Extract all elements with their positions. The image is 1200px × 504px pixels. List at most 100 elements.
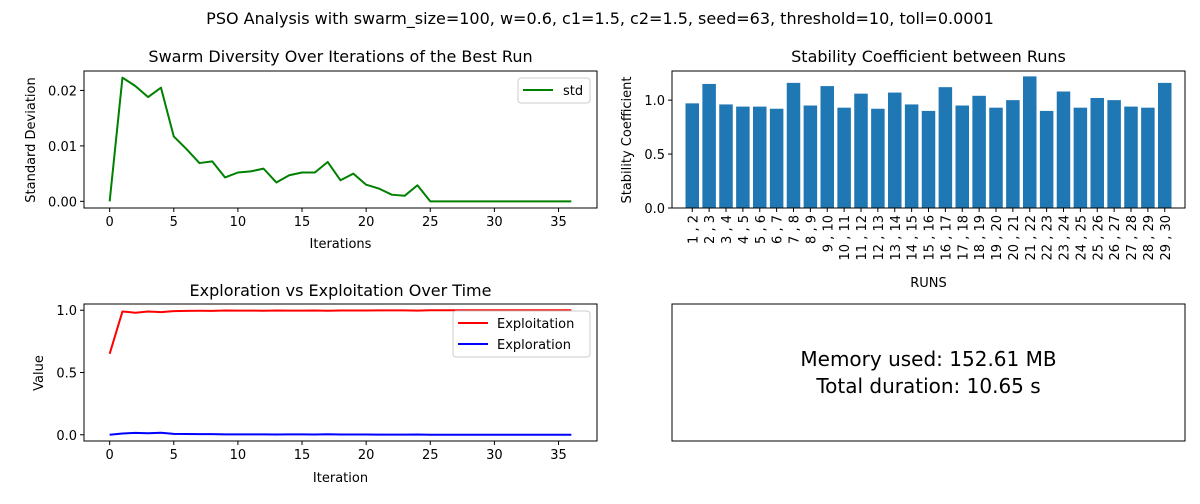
stability-xtick-label: 27 , 28	[1125, 215, 1140, 260]
diversity-xtick-label: 10	[230, 215, 247, 230]
stability-xtick-label: 7 , 8	[788, 215, 803, 244]
exploration-chart-xlabel: Iteration	[313, 471, 368, 486]
stability-bar	[904, 104, 919, 208]
stability-bar	[1124, 106, 1138, 208]
exploration-chart-legend: Exploitation Exploration	[452, 310, 591, 358]
exploration-chart-ticks: 0 5 10 15 20 25 30 35 0.0 0.5 1.0	[56, 304, 566, 463]
exploration-xtick-label: 5	[170, 448, 178, 463]
stability-xtick-label: 15 , 16	[923, 215, 938, 260]
stability-xtick-label: 5 , 6	[754, 215, 769, 244]
exploration-xtick-label: 25	[422, 448, 439, 463]
stability-bar	[972, 95, 986, 208]
stability-bar	[938, 87, 953, 208]
exploration-chart-series	[108, 309, 572, 436]
exploration-series-exploitation	[108, 309, 572, 355]
exploration-xtick-label: 30	[486, 448, 503, 463]
stability-bar	[702, 83, 716, 208]
stability-bar	[1006, 100, 1020, 208]
stability-chart-title: Stability Coefficient between Runs	[791, 47, 1066, 66]
diversity-xtick-label: 0	[106, 215, 114, 230]
stability-xtick-label: 10 , 11	[838, 215, 853, 260]
stability-xtick-label: 22 , 23	[1041, 215, 1056, 260]
stability-bar	[719, 104, 733, 208]
stability-xtick-label: 6 , 7	[771, 215, 786, 244]
stability-bar	[769, 108, 784, 208]
stability-xtick-label: 28 , 29	[1142, 215, 1157, 260]
stability-ytick-label: 0.5	[644, 148, 665, 163]
stability-bar	[871, 108, 885, 208]
memory-used-text: Memory used: 152.61 MB	[800, 347, 1056, 371]
diversity-chart-series	[108, 76, 572, 203]
stability-xtick-label: 9 , 10	[821, 215, 836, 252]
diversity-xtick-label: 5	[170, 215, 178, 230]
stability-xtick-label: 19 , 20	[990, 215, 1005, 260]
stability-xtick-label: 8 , 9	[804, 215, 819, 244]
stability-bar	[1141, 107, 1155, 208]
stability-bar	[820, 86, 834, 208]
stability-bar	[803, 105, 818, 208]
exploration-ytick-label: 0.5	[56, 367, 77, 382]
exploration-chart-ylabel: Value	[32, 355, 47, 391]
stability-bar	[1039, 110, 1054, 208]
total-duration-text: Total duration: 10.65 s	[815, 374, 1040, 398]
stability-xtick-label: 12 , 13	[872, 215, 887, 260]
diversity-xtick-label: 25	[422, 215, 439, 230]
stability-bar	[786, 82, 801, 208]
exploration-chart-title: Exploration vs Exploitation Over Time	[190, 281, 492, 300]
stability-chart-xlabel: RUNS	[910, 276, 947, 291]
diversity-xtick-label: 20	[358, 215, 375, 230]
stability-xtick-label: 25 , 26	[1091, 215, 1106, 260]
exploration-xtick-label: 15	[294, 448, 311, 463]
stability-bar	[1107, 100, 1121, 208]
stability-bar	[955, 105, 969, 208]
stability-xtick-label: 16 , 17	[939, 215, 954, 260]
exploration-chart-frame	[83, 303, 598, 442]
diversity-chart-xlabel: Iterations	[310, 237, 372, 252]
stability-bar	[736, 106, 750, 208]
exploration-ytick-label: 0.0	[56, 429, 77, 444]
diversity-xtick-label: 35	[550, 215, 567, 230]
stability-xtick-label: 2 , 3	[703, 215, 718, 244]
diversity-chart-ticks: 0 5 10 15 20 25 30 35 0.00 0.01 0.02	[48, 84, 567, 230]
diversity-chart: Swarm Diversity Over Iterations of the B…	[24, 47, 598, 252]
stability-xtick-label: 24 , 25	[1074, 215, 1089, 260]
stability-bar	[1056, 91, 1071, 208]
stability-xtick-label: 26 , 27	[1108, 215, 1123, 260]
stability-chart-frame	[671, 70, 1186, 209]
diversity-ytick-label: 0.00	[48, 195, 77, 210]
stability-bar	[753, 106, 767, 208]
diversity-chart-legend: std	[517, 77, 591, 104]
stability-ytick-label: 0.0	[644, 202, 665, 217]
exploration-xtick-label: 0	[106, 448, 114, 463]
stability-xtick-label: 4 , 5	[737, 215, 752, 244]
stability-bar	[854, 93, 868, 208]
legend-label-exploration: Exploration	[497, 338, 571, 353]
stability-bar	[989, 107, 1003, 208]
stability-bar	[1158, 82, 1172, 208]
stability-bar	[888, 92, 902, 208]
diversity-ytick-label: 0.02	[48, 84, 77, 99]
legend-label-exploitation: Exploitation	[497, 317, 574, 332]
stability-xtick-label: 11 , 12	[855, 215, 870, 260]
diversity-ytick-label: 0.01	[48, 140, 77, 155]
stability-xtick-label: 17 , 18	[956, 215, 971, 260]
stability-xtick-label: 13 , 14	[889, 215, 904, 260]
summary-frame	[671, 303, 1186, 442]
figure-suptitle: PSO Analysis with swarm_size=100, w=0.6,…	[206, 9, 994, 29]
stability-bar	[837, 107, 851, 208]
stability-bar	[685, 103, 699, 208]
stability-xtick-label: 20 , 21	[1007, 215, 1022, 260]
diversity-chart-title: Swarm Diversity Over Iterations of the B…	[148, 47, 532, 66]
exploration-series-exploration	[109, 431, 572, 436]
diversity-xtick-label: 30	[486, 215, 503, 230]
stability-xtick-label: 21 , 22	[1024, 215, 1039, 260]
stability-bar	[1090, 97, 1104, 208]
exploration-xtick-label: 35	[550, 448, 567, 463]
stability-xtick-label: 3 , 4	[720, 215, 735, 244]
stability-xtick-label: 14 , 15	[906, 215, 921, 260]
diversity-xtick-label: 15	[294, 215, 311, 230]
diversity-chart-frame	[83, 70, 598, 209]
summary-panel: Memory used: 152.61 MB Total duration: 1…	[671, 303, 1186, 442]
